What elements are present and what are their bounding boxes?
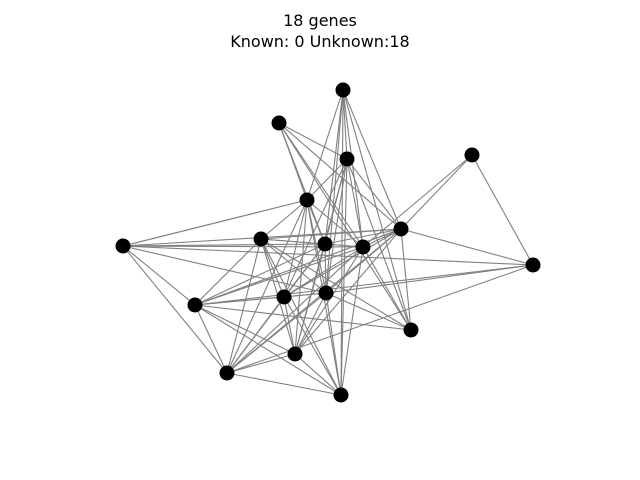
edge-n6-n11 (283, 199, 308, 298)
edge-n8-n12 (260, 238, 412, 331)
node-n16 (333, 387, 349, 403)
edge-n2-n12 (346, 158, 412, 331)
edge-n6-n8 (260, 199, 308, 240)
edge-n0-n16 (340, 89, 344, 396)
edge-n13-n14 (194, 292, 327, 306)
edge-n2-n6 (306, 158, 348, 201)
edge-n9-n14 (194, 243, 326, 306)
node-n1 (271, 115, 287, 131)
edge-n4-n5 (400, 228, 534, 266)
edge-n15-n16 (226, 372, 342, 396)
edge-n14-n15 (194, 304, 228, 374)
edge-n6-n10 (306, 199, 364, 248)
edge-n11-n17 (283, 296, 296, 355)
edge-n10-n14 (194, 246, 364, 306)
edge-n13-n17 (294, 292, 327, 355)
edge-n13-n15 (226, 292, 327, 374)
node-n11 (276, 289, 292, 305)
edge-n4-n14 (194, 264, 534, 306)
graph-title: 18 genes Known: 0 Unknown:18 (0, 10, 640, 52)
node-n6 (299, 192, 315, 208)
edge-n3-n5 (400, 154, 473, 230)
node-n2 (339, 151, 355, 167)
edge-n1-n2 (278, 122, 348, 160)
edge-n4-n15 (226, 264, 534, 374)
edge-n12-n13 (325, 292, 412, 331)
edge-n7-n14 (122, 245, 196, 306)
title-gene-count: 18 genes (283, 11, 357, 30)
node-n5 (393, 221, 409, 237)
edge-n14-n17 (194, 304, 296, 355)
edge-n3-n4 (471, 154, 534, 266)
node-n15 (219, 365, 235, 381)
edge-n13-n16 (325, 292, 342, 396)
edge-n10-n11 (283, 246, 364, 298)
edge-n16-n17 (294, 353, 342, 396)
edge-n5-n9 (324, 228, 402, 245)
edge-n0-n5 (342, 89, 402, 230)
edge-n7-n15 (122, 245, 228, 374)
edge-n11-n16 (283, 296, 342, 396)
edge-n5-n14 (194, 228, 402, 306)
edge-layer (122, 89, 534, 396)
edge-n0-n9 (324, 89, 344, 245)
edge-n6-n17 (294, 199, 308, 355)
node-n12 (403, 322, 419, 338)
edge-n0-n6 (306, 89, 344, 201)
edge-n15-n17 (226, 353, 296, 374)
edge-n7-n13 (122, 245, 327, 294)
edge-n1-n5 (278, 122, 402, 230)
node-n7 (115, 238, 131, 254)
edge-n8-n13 (260, 238, 327, 294)
edge-n0-n10 (342, 89, 364, 248)
edge-n8-n11 (260, 238, 285, 298)
node-layer (115, 82, 541, 403)
edge-n8-n15 (226, 238, 262, 374)
title-known-unknown: Known: 0 Unknown:18 (230, 32, 410, 51)
edge-n2-n5 (346, 158, 402, 230)
edge-n3-n10 (362, 154, 473, 248)
edge-n0-n13 (325, 89, 344, 294)
edge-n5-n11 (283, 228, 402, 298)
edge-n2-n11 (283, 158, 348, 298)
node-n4 (525, 257, 541, 273)
edge-n14-n16 (194, 304, 342, 396)
edge-n9-n13 (324, 243, 327, 294)
edge-n10-n16 (340, 246, 364, 396)
edge-n5-n8 (260, 228, 402, 240)
edge-n4-n13 (325, 264, 534, 294)
edge-n6-n15 (226, 199, 308, 374)
node-n3 (464, 147, 480, 163)
edge-n0-n12 (342, 89, 412, 331)
edge-n12-n14 (194, 304, 412, 331)
edge-n8-n14 (194, 238, 262, 306)
edge-n10-n12 (362, 246, 412, 331)
edge-n0-n2 (342, 89, 348, 160)
edge-n5-n12 (400, 228, 412, 331)
edge-n6-n7 (122, 199, 308, 247)
node-n0 (335, 82, 351, 98)
node-n10 (355, 239, 371, 255)
node-n14 (187, 297, 203, 313)
node-n9 (317, 236, 333, 252)
edge-n6-n9 (306, 199, 326, 245)
edge-n10-n15 (226, 246, 364, 374)
node-n17 (287, 346, 303, 362)
node-n8 (253, 231, 269, 247)
node-n13 (318, 285, 334, 301)
